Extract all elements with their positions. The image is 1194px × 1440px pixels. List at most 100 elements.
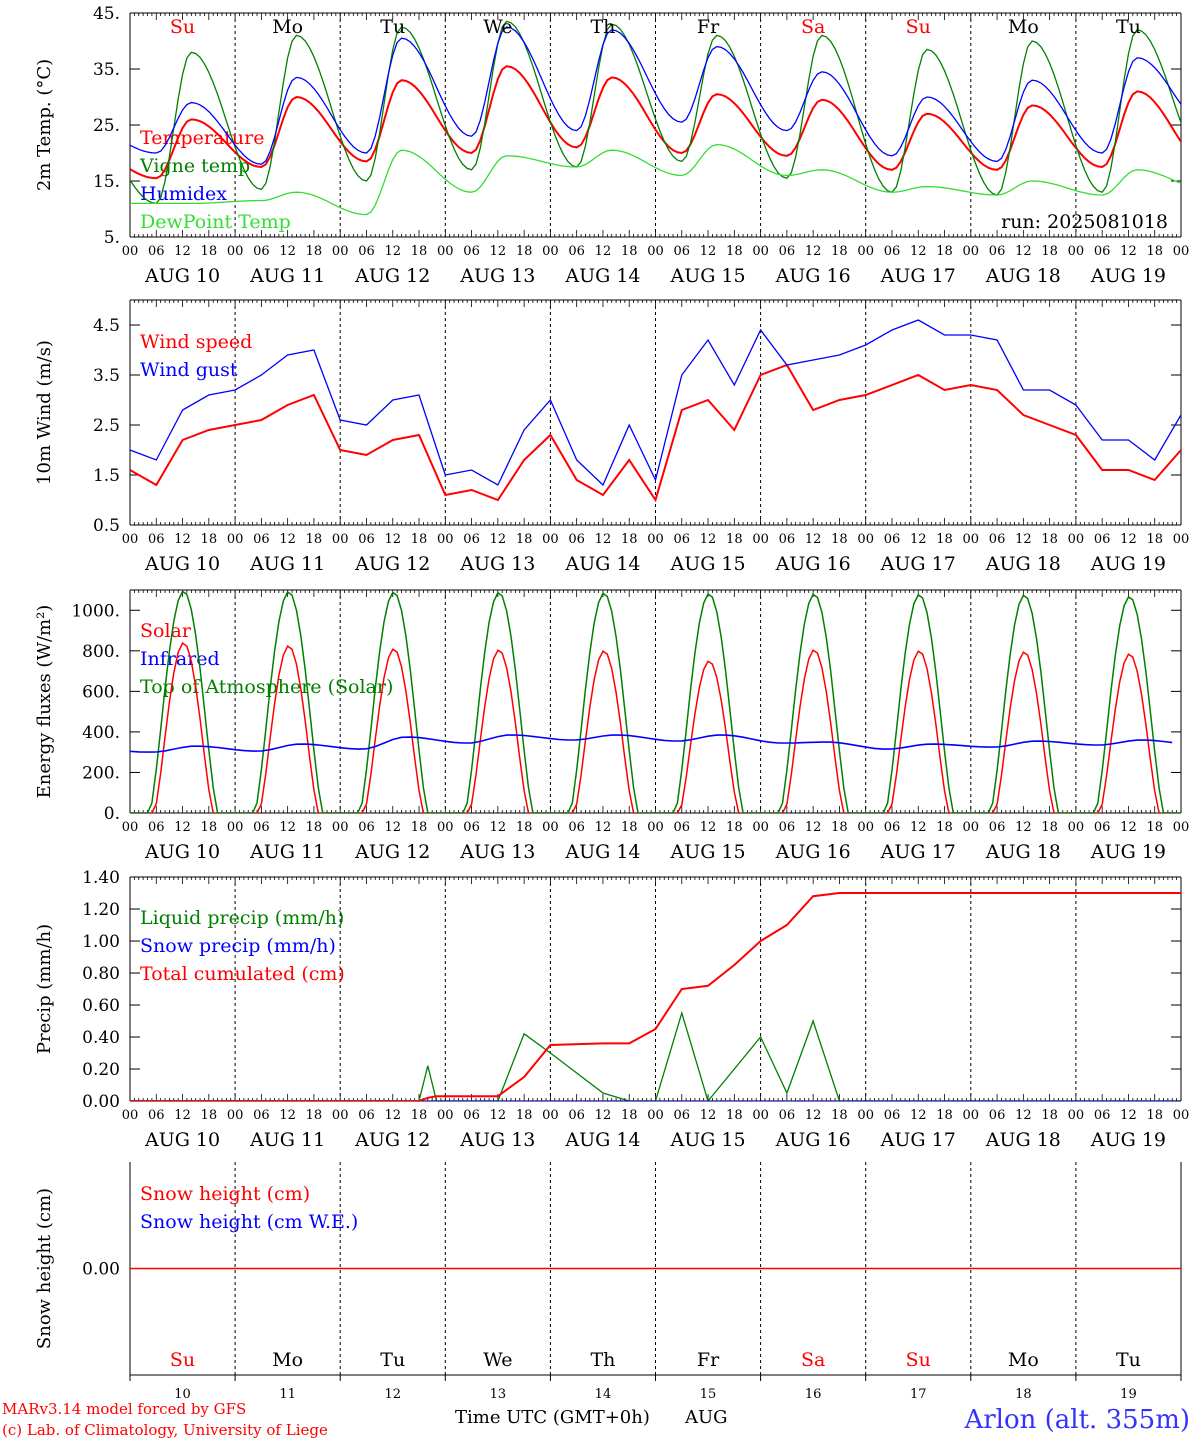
y-axis-label: 10m Wind (m/s) <box>34 340 55 485</box>
hour-tick-label: 12 <box>279 1108 296 1123</box>
hour-tick-label: 06 <box>779 1108 796 1123</box>
y-axis-label: Precip (mm/h) <box>34 924 55 1054</box>
hour-tick-label: 12 <box>595 244 612 259</box>
y-tick-label: 4.5 <box>93 316 120 336</box>
hour-tick-label: 18 <box>831 1108 848 1123</box>
hour-tick-label: 00 <box>1173 1108 1190 1123</box>
y-tick-label: 15. <box>93 172 120 192</box>
hour-tick-label: 12 <box>1015 820 1032 835</box>
bottom-day-number: 19 <box>1120 1387 1137 1402</box>
hour-tick-label: 18 <box>1146 532 1163 547</box>
hour-tick-label: 00 <box>1068 820 1085 835</box>
hour-tick-label: 18 <box>621 1108 638 1123</box>
hour-tick-label: 18 <box>306 532 323 547</box>
hour-tick-label: 00 <box>437 820 454 835</box>
panel-3: 0. 200. 400. 600. 800. 1000. Energy fluxes (W/… <box>34 589 1189 863</box>
date-label: AUG 16 <box>775 265 851 287</box>
hour-tick-label: 06 <box>253 1108 270 1123</box>
date-label: AUG 12 <box>354 841 430 863</box>
day-of-week-label: Tu <box>380 16 405 38</box>
y-tick-label: 600. <box>82 682 120 702</box>
y-tick-label: 0.00 <box>82 1092 120 1112</box>
date-label: AUG 10 <box>144 1129 220 1151</box>
hour-tick-label: 18 <box>831 820 848 835</box>
hour-tick-label: 18 <box>726 820 743 835</box>
hour-tick-label: 12 <box>700 244 717 259</box>
legend-item: Temperature <box>140 127 264 149</box>
hour-tick-label: 12 <box>700 1108 717 1123</box>
dewpoint-line <box>130 143 1181 216</box>
bottom-day-number: 13 <box>490 1387 507 1402</box>
hour-tick-label: 06 <box>674 820 691 835</box>
bottom-day-number: 15 <box>700 1387 717 1402</box>
hour-tick-label: 06 <box>463 532 480 547</box>
hour-tick-label: 06 <box>779 820 796 835</box>
hour-tick-label: 00 <box>122 532 139 547</box>
hour-tick-label: 00 <box>752 244 769 259</box>
hour-tick-label: 06 <box>884 244 901 259</box>
hour-tick-label: 12 <box>384 1108 401 1123</box>
hour-tick-label: 12 <box>1120 532 1137 547</box>
bottom-day-label: Tu <box>380 1349 405 1371</box>
hour-tick-label: 18 <box>621 244 638 259</box>
y-tick-label: 0. <box>104 804 120 824</box>
legend-item: Wind gust <box>140 359 238 381</box>
hour-tick-label: 12 <box>279 532 296 547</box>
date-label: AUG 15 <box>669 265 745 287</box>
bottom-day-label: Su <box>170 1349 195 1371</box>
total-cumulated-line <box>130 892 1181 1101</box>
hour-tick-label: 12 <box>490 244 507 259</box>
vigne-temp-line <box>130 20 1181 205</box>
hour-tick-label: 00 <box>437 1108 454 1123</box>
hour-tick-label: 06 <box>568 820 585 835</box>
legend-item: Humidex <box>140 183 227 205</box>
hour-tick-label: 00 <box>752 1108 769 1123</box>
date-label: AUG 14 <box>564 553 640 575</box>
y-axis-label: Snow height (cm) <box>34 1188 55 1349</box>
hour-tick-label: 06 <box>674 244 691 259</box>
hour-tick-label: 12 <box>910 1108 927 1123</box>
hour-tick-label: 00 <box>542 244 559 259</box>
date-label: AUG 19 <box>1090 1129 1166 1151</box>
y-axis-label: 2m Temp. (°C) <box>34 59 55 191</box>
y-tick-label: 0.60 <box>82 996 120 1016</box>
hour-tick-label: 12 <box>700 532 717 547</box>
hour-tick-label: 12 <box>805 820 822 835</box>
panel-5: 0.00 Snow height (cm) Snow height (cm) Snow… <box>34 1162 1182 1402</box>
date-label: AUG 16 <box>775 841 851 863</box>
bottom-day-label: Tu <box>1116 1349 1141 1371</box>
hour-tick-label: 00 <box>227 1108 244 1123</box>
date-label: AUG 16 <box>775 553 851 575</box>
hour-tick-label: 18 <box>1041 1108 1058 1123</box>
day-of-week-label: Th <box>590 16 615 38</box>
hour-tick-label: 18 <box>726 244 743 259</box>
hour-tick-label: 12 <box>174 532 191 547</box>
hour-tick-label: 12 <box>1120 820 1137 835</box>
hour-tick-label: 18 <box>726 532 743 547</box>
hour-tick-label: 00 <box>122 820 139 835</box>
hour-tick-label: 18 <box>411 532 428 547</box>
solar-line <box>130 641 1181 813</box>
hour-tick-label: 12 <box>910 820 927 835</box>
y-tick-label: 3.5 <box>93 366 120 386</box>
x-axis-label: Time UTC (GMT+0h) <box>455 1407 650 1428</box>
day-of-week-label: Su <box>170 16 195 38</box>
hour-tick-label: 00 <box>1173 244 1190 259</box>
legend-item: Top of Atmosphere (Solar) <box>140 676 393 698</box>
hour-tick-label: 00 <box>857 532 874 547</box>
hour-tick-label: 00 <box>542 1108 559 1123</box>
y-tick-label: 400. <box>82 723 120 743</box>
legend-item: Infrared <box>140 648 220 670</box>
hour-tick-label: 06 <box>989 820 1006 835</box>
hour-tick-label: 06 <box>253 532 270 547</box>
hour-tick-label: 00 <box>647 1108 664 1123</box>
legend-item: DewPoint Temp <box>140 211 291 233</box>
hour-tick-label: 12 <box>384 244 401 259</box>
date-label: AUG 19 <box>1090 265 1166 287</box>
hour-tick-label: 18 <box>516 532 533 547</box>
legend-item: Snow height (cm) <box>140 1183 310 1205</box>
hour-tick-label: 18 <box>831 532 848 547</box>
hour-tick-label: 06 <box>1094 244 1111 259</box>
panel-4: 0.00 0.20 0.40 0.60 0.80 1.00 1.20 1.40 Precip (… <box>34 868 1189 1151</box>
